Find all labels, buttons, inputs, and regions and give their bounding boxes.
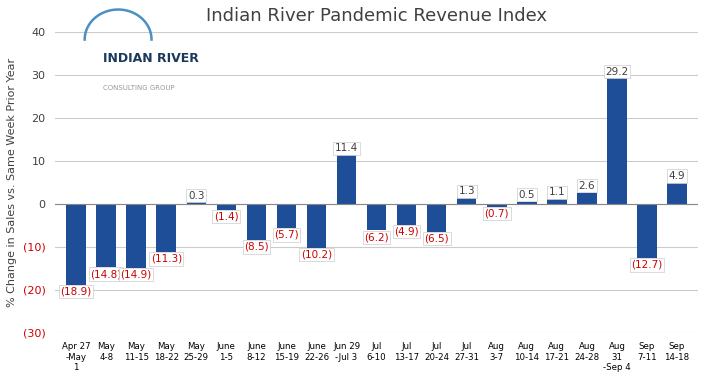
Text: (14.8): (14.8) bbox=[90, 269, 122, 279]
Text: 0.3: 0.3 bbox=[188, 191, 204, 201]
Bar bbox=[367, 204, 386, 230]
Bar bbox=[307, 204, 326, 247]
Text: 2.6: 2.6 bbox=[579, 181, 595, 191]
Bar bbox=[97, 204, 116, 267]
Text: (8.5): (8.5) bbox=[244, 242, 269, 252]
Text: (11.3): (11.3) bbox=[151, 254, 182, 264]
Bar bbox=[487, 204, 506, 207]
Bar bbox=[637, 204, 657, 258]
Text: (1.4): (1.4) bbox=[214, 211, 239, 221]
Text: (18.9): (18.9) bbox=[61, 287, 92, 297]
Text: (6.5): (6.5) bbox=[424, 233, 449, 243]
Bar bbox=[66, 204, 86, 285]
Bar bbox=[457, 198, 477, 204]
Bar bbox=[547, 199, 567, 204]
Text: CONSULTING GROUP: CONSULTING GROUP bbox=[104, 85, 175, 91]
Text: 0.5: 0.5 bbox=[519, 190, 535, 200]
Text: (6.2): (6.2) bbox=[364, 232, 389, 242]
Text: 1.3: 1.3 bbox=[458, 186, 475, 196]
Text: INDIAN RIVER: INDIAN RIVER bbox=[104, 52, 200, 64]
Bar bbox=[667, 183, 687, 204]
Text: (12.7): (12.7) bbox=[632, 260, 663, 270]
Text: 11.4: 11.4 bbox=[335, 143, 358, 153]
Y-axis label: % Change in Sales vs. Same Week Prior Year: % Change in Sales vs. Same Week Prior Ye… bbox=[7, 58, 17, 307]
Bar bbox=[157, 204, 176, 252]
Title: Indian River Pandemic Revenue Index: Indian River Pandemic Revenue Index bbox=[206, 7, 547, 25]
Bar bbox=[247, 204, 266, 240]
Bar bbox=[607, 78, 627, 204]
Bar bbox=[517, 202, 537, 204]
Text: 29.2: 29.2 bbox=[606, 67, 629, 77]
Text: 4.9: 4.9 bbox=[669, 171, 685, 181]
Text: (10.2): (10.2) bbox=[301, 249, 332, 259]
Bar bbox=[337, 155, 356, 204]
Text: (14.9): (14.9) bbox=[121, 269, 152, 279]
Text: (4.9): (4.9) bbox=[394, 227, 419, 236]
Bar bbox=[577, 193, 596, 204]
Bar bbox=[216, 204, 236, 210]
Bar bbox=[187, 202, 206, 204]
Bar bbox=[126, 204, 146, 268]
Bar bbox=[397, 204, 417, 225]
Text: (5.7): (5.7) bbox=[274, 230, 299, 240]
Text: (0.7): (0.7) bbox=[484, 208, 509, 218]
Bar bbox=[427, 204, 446, 232]
Bar bbox=[276, 204, 296, 228]
Text: 1.1: 1.1 bbox=[548, 187, 565, 197]
